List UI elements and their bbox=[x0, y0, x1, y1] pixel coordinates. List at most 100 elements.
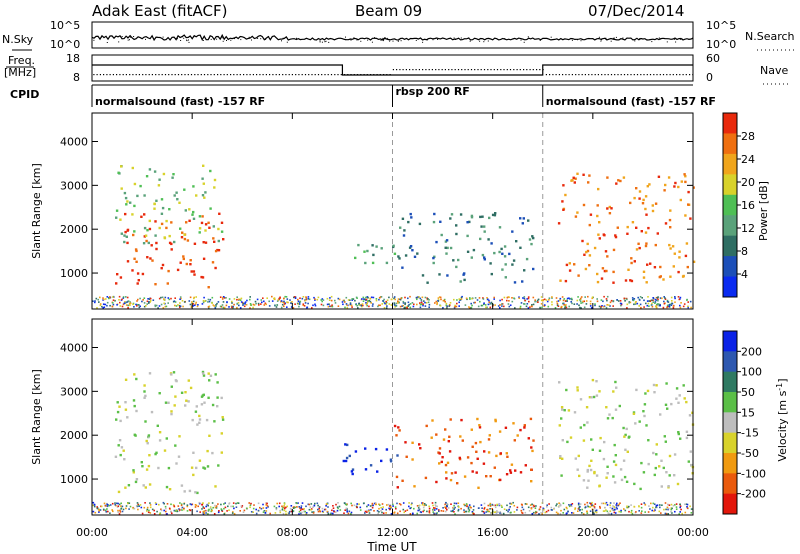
noise-search-point bbox=[360, 40, 362, 42]
velocity-ground-cell bbox=[298, 513, 300, 515]
noise-search-point bbox=[504, 38, 506, 40]
power-ground-cell bbox=[202, 300, 205, 302]
power-cell bbox=[354, 256, 357, 260]
nave-point bbox=[295, 74, 297, 76]
nave-point bbox=[132, 74, 134, 76]
power-cell bbox=[123, 191, 127, 195]
velocity-cell bbox=[172, 371, 176, 374]
power-cell bbox=[626, 225, 629, 229]
power-cell bbox=[140, 215, 143, 218]
power-cell bbox=[117, 171, 120, 174]
power-ground-cell bbox=[149, 297, 152, 300]
noise-search-point bbox=[182, 36, 183, 38]
power-ground-cell bbox=[600, 299, 603, 301]
power-ground-cell bbox=[207, 298, 210, 301]
nave-point bbox=[679, 74, 681, 76]
velocity-ground-cell bbox=[327, 506, 329, 508]
velocity-cell bbox=[612, 475, 615, 478]
velocity-ground-cell bbox=[411, 502, 413, 505]
velocity-ground-cell bbox=[115, 504, 117, 507]
power-ground-cell bbox=[298, 301, 301, 304]
velocity-cell bbox=[202, 466, 205, 469]
noise-right-label: N.Search bbox=[745, 30, 795, 43]
velocity-ground-cell bbox=[119, 511, 122, 513]
power-ground-cell bbox=[148, 301, 150, 303]
nave-point bbox=[334, 74, 336, 76]
velocity-ground-cell bbox=[356, 503, 358, 505]
power-ground-cell bbox=[281, 303, 284, 306]
power-cell bbox=[218, 212, 221, 215]
noise-search-point bbox=[384, 37, 386, 38]
power-cell bbox=[616, 226, 619, 229]
power-ground-cell bbox=[412, 305, 415, 308]
power-ground-cell bbox=[404, 302, 407, 304]
nave-point bbox=[383, 74, 385, 76]
power-ground-cell bbox=[106, 304, 108, 307]
power-cell bbox=[131, 269, 134, 272]
velocity-cell bbox=[116, 401, 119, 404]
power-ground-cell bbox=[192, 303, 195, 305]
velocity-cell bbox=[560, 417, 563, 420]
power-cell bbox=[642, 270, 646, 273]
velocity-cell bbox=[529, 417, 533, 421]
power-ground-cell bbox=[301, 297, 304, 300]
velocity-ground-cell bbox=[366, 505, 368, 508]
velocity-ground-cell bbox=[373, 502, 376, 505]
nave-point bbox=[168, 74, 170, 76]
velocity-cell bbox=[679, 437, 682, 440]
velocity-cell bbox=[591, 448, 594, 451]
nave-point bbox=[558, 74, 560, 76]
power-cell bbox=[508, 252, 511, 256]
velocity-ground-cell bbox=[638, 505, 640, 508]
power-ground-cell bbox=[633, 298, 636, 300]
velocity-ground-cell bbox=[623, 508, 625, 510]
velocity-cell bbox=[653, 391, 656, 394]
power-cell bbox=[525, 257, 529, 261]
velocity-ground-cell bbox=[649, 508, 651, 510]
power-ground-cell bbox=[400, 297, 402, 300]
power-ground-cell bbox=[466, 298, 468, 301]
velocity-ground-cell bbox=[232, 505, 234, 508]
power-ground-cell bbox=[372, 303, 374, 305]
velocity-ground-cell bbox=[324, 508, 327, 511]
velocity-ground-cell bbox=[343, 512, 345, 514]
nave-point bbox=[373, 74, 375, 76]
power-ground-cell bbox=[580, 296, 583, 298]
velocity-cell bbox=[615, 386, 618, 389]
nave-point bbox=[461, 69, 463, 71]
velocity-ground-cell bbox=[408, 502, 410, 504]
velocity-cell bbox=[177, 455, 181, 458]
power-ground-cell bbox=[606, 295, 609, 298]
power-cell bbox=[131, 166, 134, 170]
velocity-ground-cell bbox=[252, 511, 254, 513]
power-cell bbox=[200, 221, 204, 225]
power-ground-cell bbox=[244, 301, 247, 303]
velocity-cell bbox=[602, 457, 606, 461]
velocity-cell bbox=[444, 428, 447, 431]
beam-title: Beam 09 bbox=[355, 2, 422, 20]
velocity-ground-cell bbox=[189, 503, 192, 505]
noise-search-point bbox=[455, 39, 456, 40]
power-ground-cell bbox=[191, 301, 193, 303]
velocity-ground-cell bbox=[183, 507, 185, 510]
power-cell bbox=[587, 181, 590, 184]
velocity-cell bbox=[654, 466, 657, 470]
velocity-ground-cell bbox=[586, 501, 589, 504]
power-ground-cell bbox=[268, 300, 270, 303]
velocity-cell bbox=[685, 430, 689, 433]
velocity-cell bbox=[586, 470, 589, 473]
power-ground-cell bbox=[465, 297, 468, 300]
power-ground-cell bbox=[541, 306, 543, 309]
power-ground-cell bbox=[94, 300, 96, 302]
velocity-cell bbox=[662, 466, 665, 470]
velocity-ground-cell bbox=[638, 510, 640, 512]
velocity-cell bbox=[190, 466, 194, 469]
power-ground-cell bbox=[213, 305, 216, 307]
power-ground-cell bbox=[546, 300, 549, 303]
power-ground-cell bbox=[143, 297, 146, 299]
velocity-ground-cell bbox=[290, 510, 293, 513]
velocity-cell bbox=[634, 422, 637, 425]
power-ground-cell bbox=[142, 299, 144, 301]
power-cell bbox=[597, 233, 600, 236]
